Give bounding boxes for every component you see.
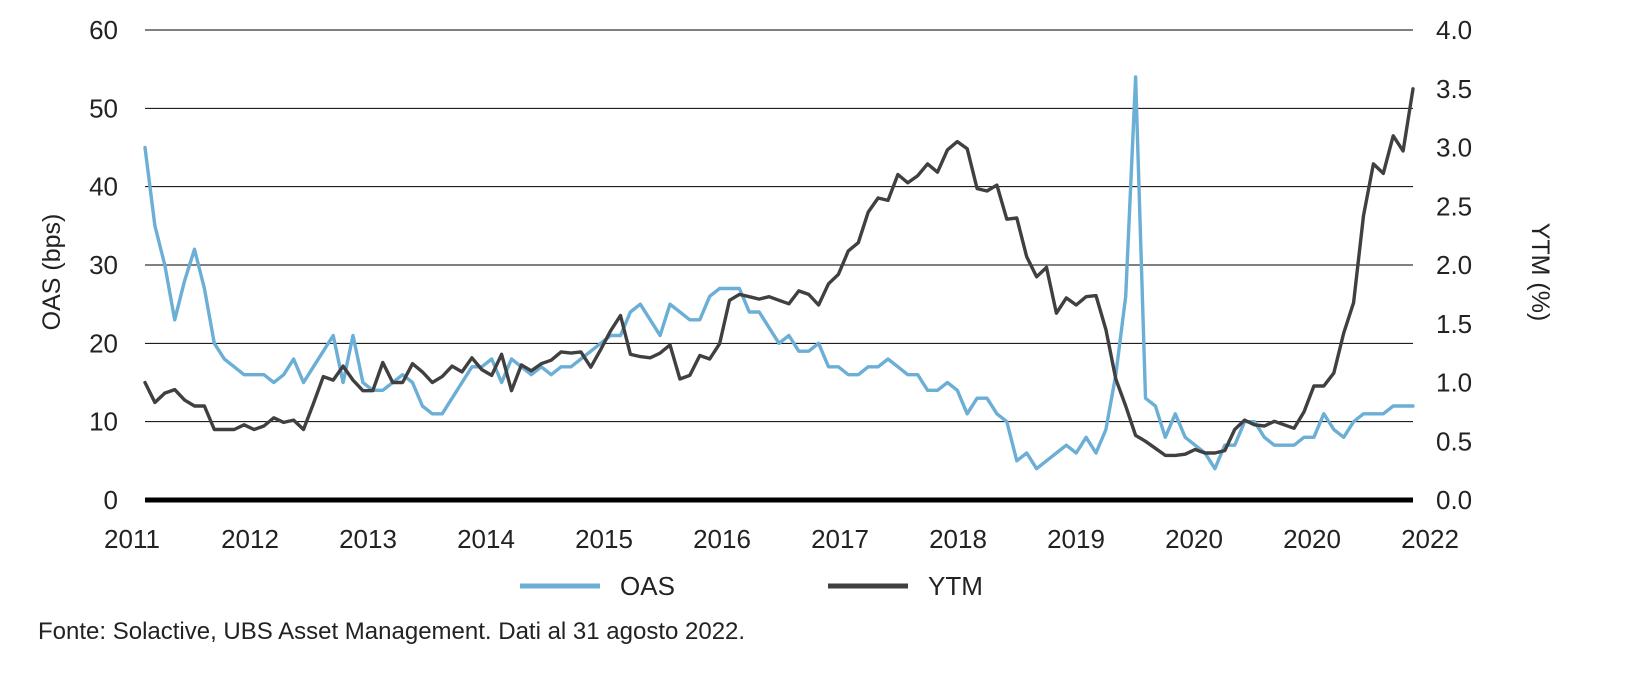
right-tick-label: 0.0 xyxy=(1436,485,1472,515)
x-tick-label: 2022 xyxy=(1401,524,1459,554)
line-chart: 0 10 20 30 40 50 60 0.0 0.5 1.0 1.5 2.0 2.5 3.0 3.5 4.… xyxy=(38,15,1554,601)
right-tick-label: 1.5 xyxy=(1436,309,1472,339)
right-axis-ticks: 0.0 0.5 1.0 1.5 2.0 2.5 3.0 3.5 4.0 xyxy=(1436,15,1472,515)
legend-label-oas: OAS xyxy=(620,571,675,601)
right-tick-label: 2.0 xyxy=(1436,250,1472,280)
x-tick-label: 2013 xyxy=(339,524,397,554)
right-tick-label: 3.5 xyxy=(1436,74,1472,104)
x-tick-label: 2020 xyxy=(1283,524,1341,554)
legend-label-ytm: YTM xyxy=(928,571,983,601)
x-tick-label: 2017 xyxy=(811,524,869,554)
series-lines xyxy=(143,75,1415,471)
legend: OAS YTM xyxy=(520,571,983,601)
left-tick-label: 60 xyxy=(89,15,118,45)
x-axis-ticks: 2011 2012 2013 2014 2015 2016 2017 2018 2019 2020… xyxy=(104,524,1459,554)
left-axis-title: OAS (bps) xyxy=(38,214,66,331)
left-tick-label: 10 xyxy=(89,407,118,437)
right-tick-label: 4.0 xyxy=(1436,15,1472,45)
source-note: Fonte: Solactive, UBS Asset Management. … xyxy=(38,618,746,645)
right-tick-label: 0.5 xyxy=(1436,426,1472,456)
x-tick-label: 2012 xyxy=(221,524,279,554)
x-tick-label: 2011 xyxy=(104,524,160,554)
left-tick-label: 20 xyxy=(89,328,118,358)
right-tick-label: 1.0 xyxy=(1436,368,1472,398)
x-tick-label: 2018 xyxy=(929,524,987,554)
gridlines xyxy=(145,29,1413,503)
series-line-ytm xyxy=(143,87,1415,458)
x-tick-label: 2016 xyxy=(693,524,751,554)
left-tick-label: 0 xyxy=(104,485,118,515)
left-tick-label: 30 xyxy=(89,250,118,280)
series-line-oas xyxy=(143,75,1415,471)
left-tick-label: 40 xyxy=(89,172,118,202)
left-axis-ticks: 0 10 20 30 40 50 60 xyxy=(89,15,118,515)
right-tick-label: 2.5 xyxy=(1436,191,1472,221)
x-tick-label: 2020 xyxy=(1165,524,1223,554)
x-tick-label: 2014 xyxy=(457,524,515,554)
x-tick-label: 2015 xyxy=(575,524,633,554)
x-tick-label: 2019 xyxy=(1047,524,1105,554)
right-axis-title: YTM (%) xyxy=(1526,223,1554,322)
right-tick-label: 3.0 xyxy=(1436,133,1472,163)
left-tick-label: 50 xyxy=(89,93,118,123)
